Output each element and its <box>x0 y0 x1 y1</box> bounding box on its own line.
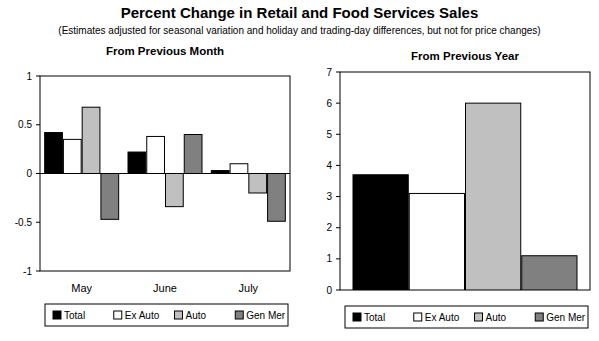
y-tick-label: 1 <box>26 71 32 82</box>
legend-swatch <box>475 313 483 321</box>
y-tick-label: 4 <box>326 160 332 171</box>
bar <box>101 174 119 220</box>
plot-frame <box>40 76 290 271</box>
bar <box>230 164 248 174</box>
chart-title: From Previous Month <box>106 45 224 57</box>
background <box>0 0 599 341</box>
chart-0: From Previous Month -1 -0.5 0 0.5 1 May June Jul… <box>15 45 290 326</box>
y-tick-label: 0 <box>326 285 332 296</box>
y-tick-label: 3 <box>326 191 332 202</box>
bars <box>353 103 577 290</box>
legend-swatch <box>114 311 122 319</box>
bars <box>45 107 286 221</box>
bar <box>522 256 577 290</box>
figure: Percent Change in Retail and Food Servic… <box>0 0 599 341</box>
y-tick <box>36 222 40 223</box>
y-tick <box>336 165 340 166</box>
y-tick-label: 5 <box>326 129 332 140</box>
y-tick-label: -0.5 <box>15 217 33 228</box>
legend-label: Gen Mer <box>546 312 586 323</box>
legend-swatch <box>175 311 183 319</box>
legend-swatch <box>353 313 361 321</box>
legend-label: Gen Mer <box>246 310 286 321</box>
y-tick <box>336 72 340 73</box>
y-tick <box>336 196 340 197</box>
y-tick <box>336 227 340 228</box>
bar <box>249 174 267 194</box>
bar <box>128 152 146 173</box>
legend-label: Auto <box>186 310 207 321</box>
y-tick <box>336 258 340 259</box>
bar <box>466 103 521 290</box>
bar <box>184 135 202 174</box>
y-tick-label: 2 <box>326 222 332 233</box>
bar <box>166 174 184 207</box>
bar <box>82 107 100 173</box>
y-tick-label: 7 <box>326 67 332 78</box>
x-tick-label: May <box>71 282 92 294</box>
bar <box>353 175 408 290</box>
bar <box>268 174 286 222</box>
bar <box>45 133 63 174</box>
legend-swatch <box>53 311 61 319</box>
legend-swatch <box>414 313 422 321</box>
y-tick <box>336 134 340 135</box>
legend-label: Ex Auto <box>425 312 460 323</box>
zero-line <box>40 173 290 174</box>
y-tick-label: -1 <box>23 266 32 277</box>
y-tick-label: 0.5 <box>18 119 32 130</box>
title: Percent Change in Retail and Food Servic… <box>121 4 479 21</box>
y-tick <box>36 173 40 174</box>
y-tick-label: 1 <box>326 253 332 264</box>
y-tick-label: 6 <box>326 98 332 109</box>
y-tick <box>36 76 40 77</box>
legend-label: Ex Auto <box>125 310 160 321</box>
plot-frame <box>340 72 590 290</box>
legend-swatch <box>235 311 243 319</box>
subtitle: (Estimates adjusted for seasonal variati… <box>58 25 540 36</box>
y-tick-label: 0 <box>26 168 32 179</box>
y-tick <box>36 124 40 125</box>
chart-1: From Previous Year 0 1 2 3 4 5 6 7 Total Ex Auto Au… <box>326 50 590 328</box>
y-tick <box>336 103 340 104</box>
bar <box>409 193 464 290</box>
x-tick-label: July <box>239 282 259 294</box>
legend-label: Total <box>64 310 85 321</box>
legend-label: Auto <box>486 312 507 323</box>
y-tick <box>36 271 40 272</box>
y-tick <box>336 290 340 291</box>
bar <box>63 139 81 173</box>
legend-label: Total <box>364 312 385 323</box>
bar <box>147 136 165 173</box>
chart-title: From Previous Year <box>411 50 519 62</box>
legend-box <box>45 304 288 326</box>
legend-box <box>345 306 588 328</box>
x-tick-label: June <box>153 282 177 294</box>
legend-swatch <box>535 313 543 321</box>
